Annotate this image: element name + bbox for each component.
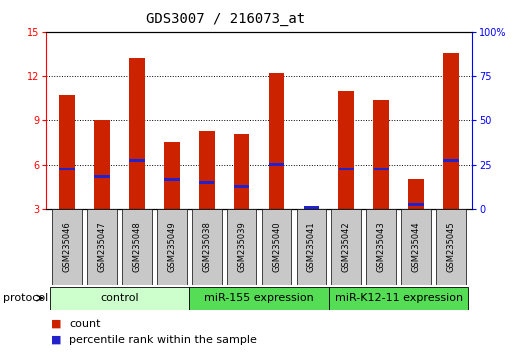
Text: GSM235044: GSM235044 (411, 222, 421, 272)
Bar (269, 73, 284, 209)
Text: GSM235041: GSM235041 (307, 222, 316, 272)
Bar (329, 287, 468, 310)
Bar (189, 287, 329, 310)
Bar (443, 52, 459, 209)
Text: GSM235048: GSM235048 (132, 222, 142, 272)
Text: miR-K12-11 expression: miR-K12-11 expression (334, 293, 463, 303)
Text: GSM235040: GSM235040 (272, 222, 281, 272)
Text: protocol: protocol (3, 293, 48, 303)
Bar (262, 209, 291, 285)
Bar (60, 95, 75, 209)
Text: ■: ■ (51, 335, 62, 345)
Bar (443, 159, 459, 161)
Bar (199, 131, 214, 209)
Text: GSM235042: GSM235042 (342, 222, 351, 272)
Bar (94, 175, 110, 178)
Bar (234, 185, 249, 188)
Bar (373, 100, 389, 209)
Bar (373, 168, 389, 170)
Bar (164, 178, 180, 181)
Text: GSM235046: GSM235046 (63, 222, 72, 272)
Bar (227, 209, 256, 285)
Bar (339, 91, 354, 209)
Text: count: count (69, 319, 101, 329)
Bar (87, 209, 117, 285)
Bar (408, 203, 424, 206)
Bar (339, 168, 354, 170)
Bar (94, 120, 110, 209)
Bar (157, 209, 187, 285)
Bar (436, 209, 466, 285)
Text: GSM235049: GSM235049 (167, 222, 176, 272)
Bar (366, 209, 396, 285)
Text: miR-155 expression: miR-155 expression (204, 293, 314, 303)
Text: percentile rank within the sample: percentile rank within the sample (69, 335, 257, 345)
Text: ■: ■ (51, 319, 62, 329)
Text: GSM235043: GSM235043 (377, 222, 386, 272)
Text: GSM235047: GSM235047 (97, 222, 107, 272)
Bar (129, 58, 145, 209)
Text: GSM235038: GSM235038 (202, 222, 211, 272)
Bar (60, 168, 75, 170)
Bar (304, 206, 319, 209)
Bar (304, 206, 319, 209)
Text: GSM235045: GSM235045 (446, 222, 456, 272)
Bar (331, 209, 361, 285)
Bar (192, 209, 222, 285)
Text: GSM235039: GSM235039 (237, 222, 246, 272)
Bar (408, 179, 424, 209)
Text: control: control (100, 293, 139, 303)
Bar (122, 209, 152, 285)
Bar (52, 209, 82, 285)
Bar (164, 143, 180, 209)
Bar (234, 134, 249, 209)
Bar (50, 287, 189, 310)
Bar (401, 209, 431, 285)
Bar (129, 159, 145, 161)
Text: GDS3007 / 216073_at: GDS3007 / 216073_at (146, 12, 305, 27)
Bar (297, 209, 326, 285)
Bar (199, 181, 214, 184)
Bar (269, 163, 284, 166)
